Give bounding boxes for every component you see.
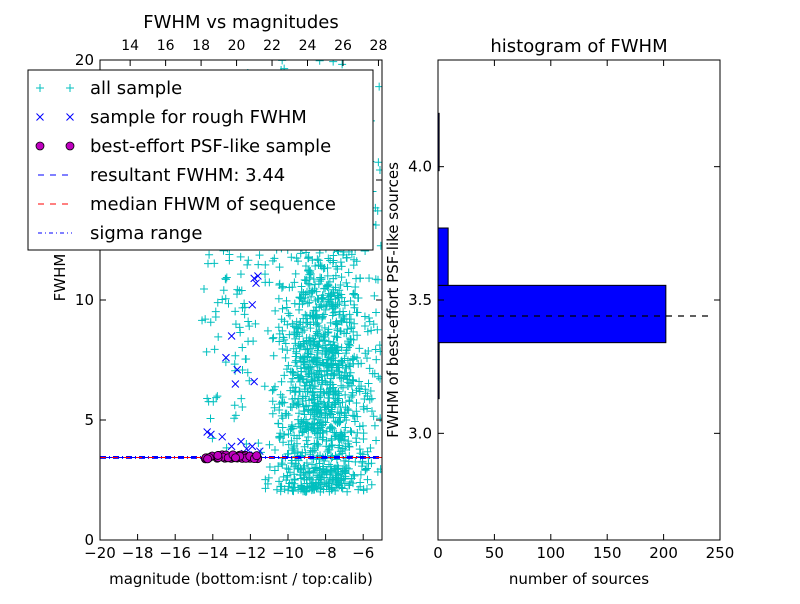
legend: all sample sample for rough FWHM best-effo… <box>28 70 373 250</box>
y-tick-label: 3.5 <box>408 291 432 309</box>
x-tick-label: 250 <box>706 544 735 562</box>
x-tick-label: −12 <box>235 544 267 562</box>
legend-label: sigma range <box>90 223 202 244</box>
histogram-bar <box>438 285 666 342</box>
legend-label: resultant FWHM: 3.44 <box>90 165 285 186</box>
left-plot-xlabel: magnitude (bottom:isnt / top:calib) <box>109 570 373 588</box>
y-tick-label: 0 <box>84 531 94 549</box>
top-x-tick-label: 14 <box>121 38 139 54</box>
legend-label: median FHWM of sequence <box>90 194 336 215</box>
psf-sample-point <box>253 452 261 460</box>
legend-marker <box>36 142 44 150</box>
all-sample-point <box>402 211 410 219</box>
x-tick-label: 200 <box>649 544 678 562</box>
x-tick-label: −6 <box>352 544 374 562</box>
left-plot-title: FWHM vs magnitudes <box>143 12 338 33</box>
left-scatter-plot: −20−18−16−14−12−10−8−6051015201416182022… <box>28 12 410 588</box>
psf-sample-point <box>214 451 222 459</box>
y-tick-label: 10 <box>75 291 94 309</box>
y-tick-label: 3.0 <box>408 424 432 442</box>
x-tick-label: −10 <box>272 544 304 562</box>
y-tick-label: 4.0 <box>408 158 432 176</box>
psf-sample-point <box>232 454 240 462</box>
x-tick-label: 100 <box>536 544 565 562</box>
psf-sample-point <box>204 455 212 463</box>
top-x-tick-label: 16 <box>157 38 175 54</box>
legend-label: all sample <box>90 78 182 99</box>
legend-marker <box>66 142 74 150</box>
legend-label: best-effort PSF-like sample <box>90 136 331 157</box>
all-sample-point <box>383 482 391 490</box>
right-plot-ylabel: FWHM of best-effort PSF-like sources <box>384 162 402 438</box>
legend-label: sample for rough FWHM <box>90 107 307 128</box>
top-x-tick-label: 18 <box>192 38 210 54</box>
x-tick-label: −14 <box>197 544 229 562</box>
top-x-tick-label: 28 <box>370 38 388 54</box>
y-tick-label: 5 <box>84 411 94 429</box>
x-tick-label: −16 <box>159 544 191 562</box>
x-tick-label: 0 <box>433 544 443 562</box>
histogram-bar <box>438 228 448 285</box>
x-tick-label: 50 <box>485 544 504 562</box>
top-x-tick-label: 20 <box>228 38 246 54</box>
top-x-tick-label: 26 <box>334 38 352 54</box>
right-plot-title: histogram of FWHM <box>490 36 667 57</box>
right-histogram-plot: 0 50 100 150 200 250 3.0 3.5 4.0 histogram of FW… <box>384 36 734 588</box>
x-tick-label: −18 <box>122 544 154 562</box>
x-tick-label: −8 <box>315 544 337 562</box>
top-x-tick-label: 22 <box>263 38 281 54</box>
y-tick-label: 20 <box>75 51 94 69</box>
x-tick-label: 150 <box>593 544 622 562</box>
right-plot-xlabel: number of sources <box>509 570 649 588</box>
top-x-tick-label: 24 <box>299 38 317 54</box>
